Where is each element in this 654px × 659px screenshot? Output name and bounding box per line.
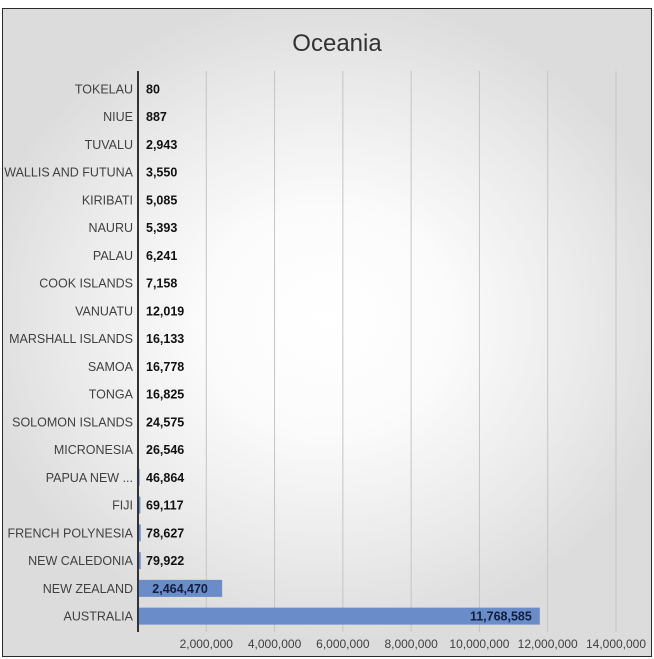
value-label: 26,546 (146, 443, 184, 457)
x-tick-label: 6,000,000 (316, 637, 370, 651)
value-label: 2,464,470 (152, 582, 208, 596)
value-label: 16,778 (146, 360, 184, 374)
value-label: 16,133 (146, 332, 184, 346)
category-label: COOK ISLANDS (39, 277, 133, 291)
x-tick-labels: 2,000,000 4,000,000 6,000,000 8,000,000 10,0… (180, 637, 647, 651)
bar (138, 496, 141, 514)
bar (138, 579, 223, 597)
x-tick-label: 4,000,000 (248, 637, 302, 651)
x-tick-label: 2,000,000 (180, 637, 234, 651)
value-label: 5,393 (146, 221, 177, 235)
category-label: MARSHALL ISLANDS (9, 332, 133, 346)
category-label: NEW CALEDONIA (28, 554, 134, 568)
value-label: 5,085 (146, 193, 177, 207)
category-label: VANUATU (75, 304, 133, 318)
category-label: NEW ZEALAND (43, 582, 133, 596)
value-label: 80 (146, 82, 160, 96)
bar (138, 524, 141, 542)
value-label: 7,158 (146, 277, 177, 291)
category-label: SAMOA (88, 360, 134, 374)
category-label: PAPUA NEW ... (46, 471, 133, 485)
bar (138, 552, 141, 570)
grid-lines (205, 71, 617, 632)
category-label: TUVALU (85, 138, 133, 152)
x-tick-label: 14,000,000 (586, 637, 646, 651)
category-label: AUSTRALIA (64, 610, 134, 624)
bar (138, 607, 540, 625)
x-tick-label: 12,000,000 (518, 637, 578, 651)
category-label: PALAU (93, 249, 133, 263)
category-label: TONGA (89, 388, 134, 402)
value-label: 12,019 (146, 304, 184, 318)
value-label: 46,864 (146, 471, 184, 485)
value-label: 69,117 (146, 499, 184, 513)
x-tick-label: 8,000,000 (384, 637, 438, 651)
value-label: 78,627 (146, 526, 184, 540)
category-labels: TOKELAU NIUE TUVALU WALLIS AND FUTUNA KIRIBA… (4, 82, 133, 623)
category-label: KIRIBATI (82, 193, 133, 207)
value-label: 887 (146, 110, 167, 124)
chart-frame (2, 8, 652, 657)
category-label: NAURU (89, 221, 133, 235)
chart-title: Oceania (292, 30, 382, 57)
category-label: SOLOMON ISLANDS (12, 415, 133, 429)
category-label: TOKELAU (75, 82, 133, 96)
value-label: 2,943 (146, 138, 177, 152)
value-label: 11,768,585 (470, 610, 532, 624)
value-label: 16,825 (146, 388, 184, 402)
value-label: 6,241 (146, 249, 177, 263)
x-tick-label: 10,000,000 (449, 637, 509, 651)
category-label: MICRONESIA (54, 443, 134, 457)
value-labels: 80 887 2,943 3,550 5,085 5,393 6,241 7,158 12,01… (146, 82, 532, 623)
category-label: FIJI (112, 499, 133, 513)
value-label: 24,575 (146, 415, 184, 429)
category-label: FRENCH POLYNESIA (8, 526, 134, 540)
category-label: NIUE (103, 110, 133, 124)
value-label: 3,550 (146, 166, 177, 180)
category-label: WALLIS AND FUTUNA (4, 166, 133, 180)
value-label: 79,922 (146, 554, 184, 568)
